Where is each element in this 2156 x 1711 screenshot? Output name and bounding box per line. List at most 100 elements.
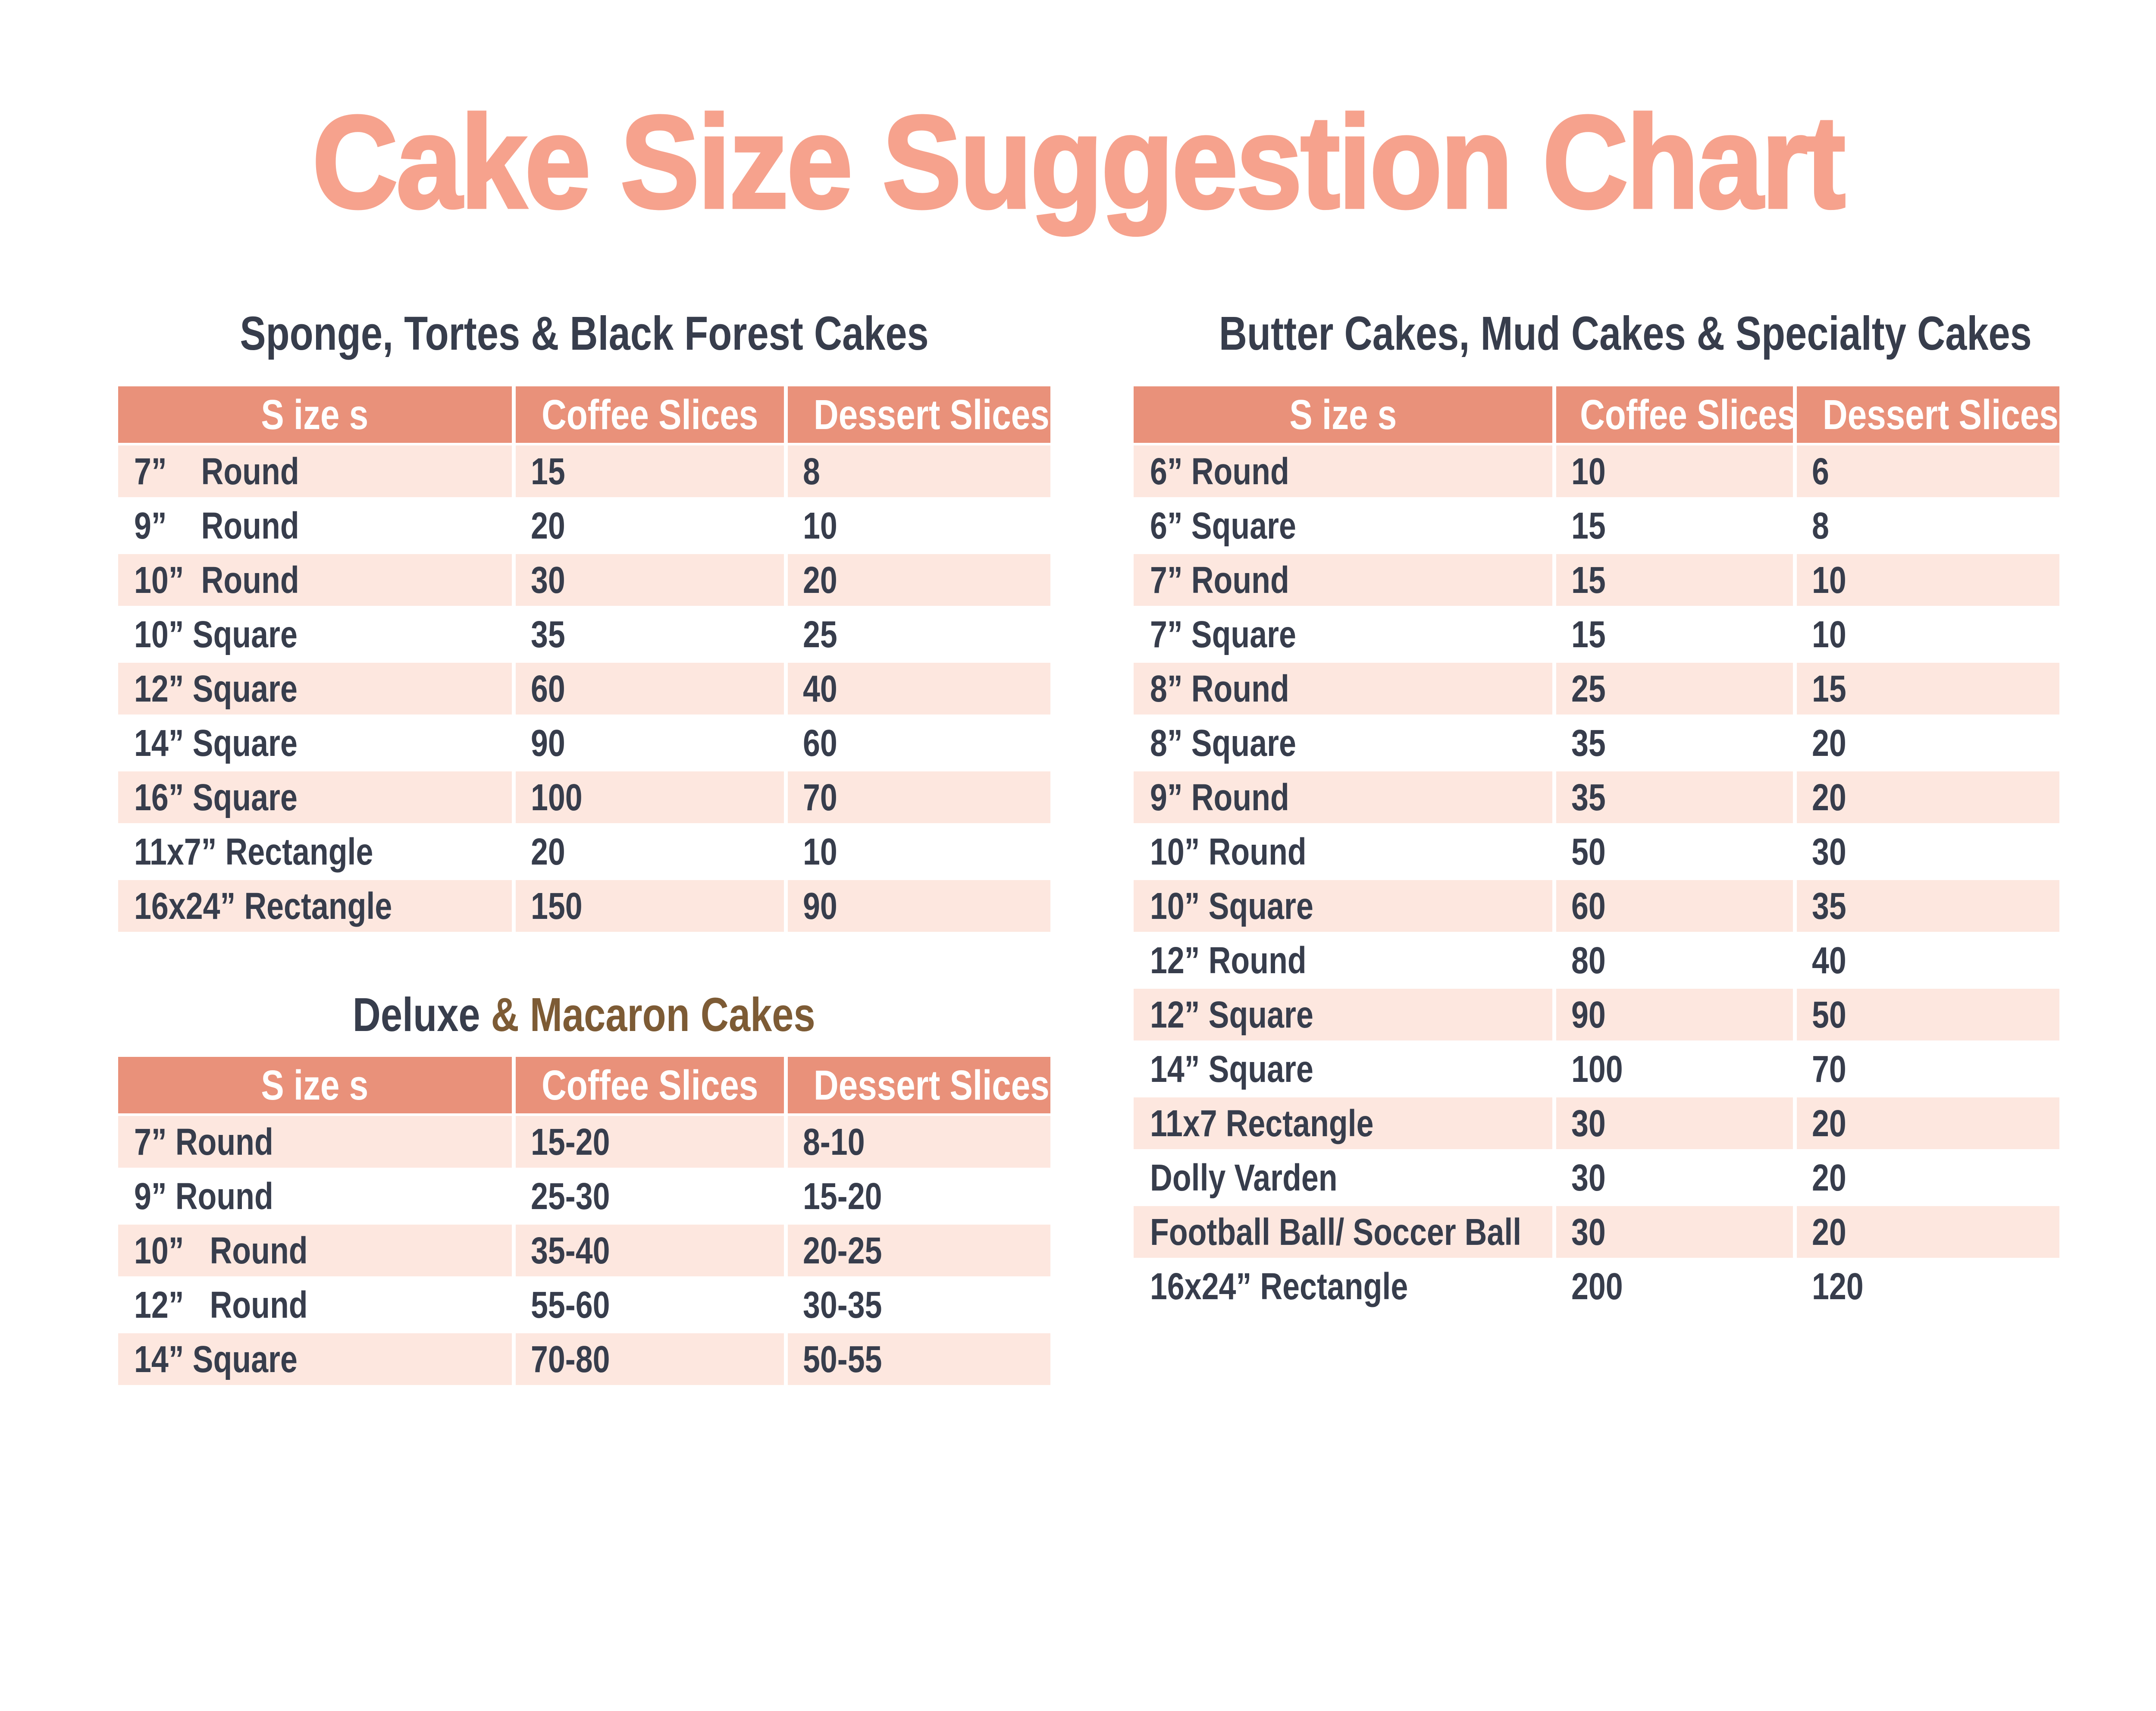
dessert-slices-cell: 40 <box>1797 934 2059 986</box>
coffee-slices-cell: 150 <box>515 880 784 932</box>
dessert-slices-cell: 120 <box>1797 1260 2059 1312</box>
deluxe-heading-secondary: & Macaron Cakes <box>491 988 815 1041</box>
cell-text: 90 <box>1571 993 1606 1036</box>
cell-text: 35 <box>1812 884 1846 927</box>
cell-text: 8 <box>1812 504 1830 547</box>
size-cell: Dolly Varden <box>1134 1152 1552 1203</box>
cell-text: 35 <box>1571 776 1606 818</box>
size-cell: 12” Round <box>1134 934 1552 986</box>
column-header-coffee-slices: Coffee Slices <box>515 386 784 443</box>
cell-text: 11x7” Rectangle <box>134 830 373 873</box>
table-row: 9” Round 20 10 <box>118 500 1050 552</box>
coffee-slices-cell: 100 <box>1556 1043 1793 1095</box>
cell-text: 14” Square <box>134 1338 298 1380</box>
cell-text: 9” Round <box>1150 776 1289 818</box>
dessert-slices-cell: 6 <box>1797 445 2059 497</box>
deluxe-heading-primary: Deluxe <box>353 988 480 1041</box>
size-cell: 9” Round <box>1134 771 1552 823</box>
dessert-slices-cell: 35 <box>1797 880 2059 932</box>
cell-text: 10” Square <box>134 613 298 655</box>
table-row: Dolly Varden 30 20 <box>1134 1152 2059 1203</box>
cell-text: 15 <box>1571 504 1606 547</box>
dessert-slices-cell: 8-10 <box>787 1116 1050 1168</box>
cell-text: 30 <box>1571 1156 1606 1199</box>
table-row: 10” Round 35-40 20-25 <box>118 1225 1050 1276</box>
cell-text: 8-10 <box>802 1120 865 1163</box>
coffee-slices-cell: 55-60 <box>515 1279 784 1331</box>
table-row: 10” Square 35 25 <box>118 608 1050 660</box>
coffee-slices-cell: 60 <box>1556 880 1793 932</box>
size-cell: 12” Round <box>118 1279 512 1331</box>
size-cell: 8” Square <box>1134 717 1552 769</box>
header-row: S ize s Coffee Slices Dessert Slices <box>118 1057 1050 1113</box>
size-cell: 14” Square <box>118 1333 512 1385</box>
column-header-dessert-slices: Dessert Slices <box>787 386 1050 443</box>
cell-text: 35 <box>1571 721 1606 764</box>
cell-text: 11x7 Rectangle <box>1150 1102 1374 1144</box>
cell-text: Dolly Varden <box>1150 1156 1338 1199</box>
dessert-slices-cell: 15-20 <box>787 1170 1050 1222</box>
size-cell: 7” Round <box>118 445 512 497</box>
cell-text: 10” Square <box>1150 884 1313 927</box>
table-row: 14” Square 100 70 <box>1134 1043 2059 1095</box>
coffee-slices-cell: 15 <box>1556 608 1793 660</box>
column-header-label: Dessert Slices <box>813 391 1050 438</box>
size-cell: 10” Round <box>118 554 512 606</box>
poster-page: Cake Size Suggestion Chart Sponge, Torte… <box>118 87 2063 1385</box>
cell-text: 20 <box>530 830 565 873</box>
coffee-slices-cell: 80 <box>1556 934 1793 986</box>
section-heading-deluxe-text: Deluxe & Macaron Cakes <box>353 987 815 1042</box>
cell-text: 80 <box>1571 939 1606 981</box>
table-row: 7” Square 15 10 <box>1134 608 2059 660</box>
cell-text: 10 <box>802 830 837 873</box>
dessert-slices-cell: 10 <box>787 500 1050 552</box>
cell-text: 16” Square <box>134 776 298 818</box>
cell-text: 12” Round <box>134 1283 308 1326</box>
size-cell: 9” Round <box>118 500 512 552</box>
table-row: 10” Round 50 30 <box>1134 826 2059 877</box>
dessert-slices-cell: 20 <box>1797 1152 2059 1203</box>
dessert-slices-cell: 10 <box>1797 608 2059 660</box>
size-cell: 14” Square <box>118 717 512 769</box>
deluxe-table-header: S ize s Coffee Slices Dessert Slices <box>118 1057 1050 1113</box>
size-cell: 10” Square <box>1134 880 1552 932</box>
coffee-slices-cell: 30 <box>515 554 784 606</box>
cell-text: Football Ball/ Soccer Ball <box>1150 1210 1521 1253</box>
cell-text: 10 <box>1571 450 1606 492</box>
column-header-coffee-slices: Coffee Slices <box>515 1057 784 1113</box>
table-row: 10” Square 60 35 <box>1134 880 2059 932</box>
dessert-slices-cell: 20 <box>1797 1097 2059 1149</box>
cell-text: 30 <box>1571 1102 1606 1144</box>
size-cell: 12” Square <box>1134 989 1552 1040</box>
size-cell: 16x24” Rectangle <box>118 880 512 932</box>
cell-text: 20 <box>1812 1102 1846 1144</box>
coffee-slices-cell: 90 <box>1556 989 1793 1040</box>
cell-text: 100 <box>1571 1047 1623 1090</box>
cell-text: 15 <box>1571 613 1606 655</box>
size-cell: 9” Round <box>118 1170 512 1222</box>
cell-text: 20 <box>1812 721 1846 764</box>
table-row: 12” Round 55-60 30-35 <box>118 1279 1050 1331</box>
column-header-label: Coffee Slices <box>541 391 758 438</box>
cell-text: 12” Square <box>134 667 298 710</box>
coffee-slices-cell: 25 <box>1556 663 1793 714</box>
cell-text: 25-30 <box>530 1175 610 1217</box>
cell-text: 15-20 <box>530 1120 610 1163</box>
cell-text: 7” Square <box>1150 613 1296 655</box>
size-cell: 16x24” Rectangle <box>1134 1260 1552 1312</box>
coffee-slices-cell: 90 <box>515 717 784 769</box>
table-row: 14” Square 90 60 <box>118 717 1050 769</box>
cell-text: 25 <box>802 613 837 655</box>
coffee-slices-cell: 15 <box>1556 500 1793 552</box>
table-row: 7” Round 15 10 <box>1134 554 2059 606</box>
column-header-dessert-slices: Dessert Slices <box>787 1057 1050 1113</box>
cell-text: 14” Square <box>1150 1047 1313 1090</box>
butter-mud-specialty-cakes-table: S ize s Coffee Slices Dessert Slices 6” Ro… <box>1130 384 2063 1315</box>
coffee-slices-cell: 100 <box>515 771 784 823</box>
cell-text: 20 <box>1812 1210 1846 1253</box>
size-cell: 7” Round <box>118 1116 512 1168</box>
table-row: 6” Round 10 6 <box>1134 445 2059 497</box>
column-header-sizes: S ize s <box>118 386 512 443</box>
dessert-slices-cell: 20-25 <box>787 1225 1050 1276</box>
dessert-slices-cell: 20 <box>787 554 1050 606</box>
